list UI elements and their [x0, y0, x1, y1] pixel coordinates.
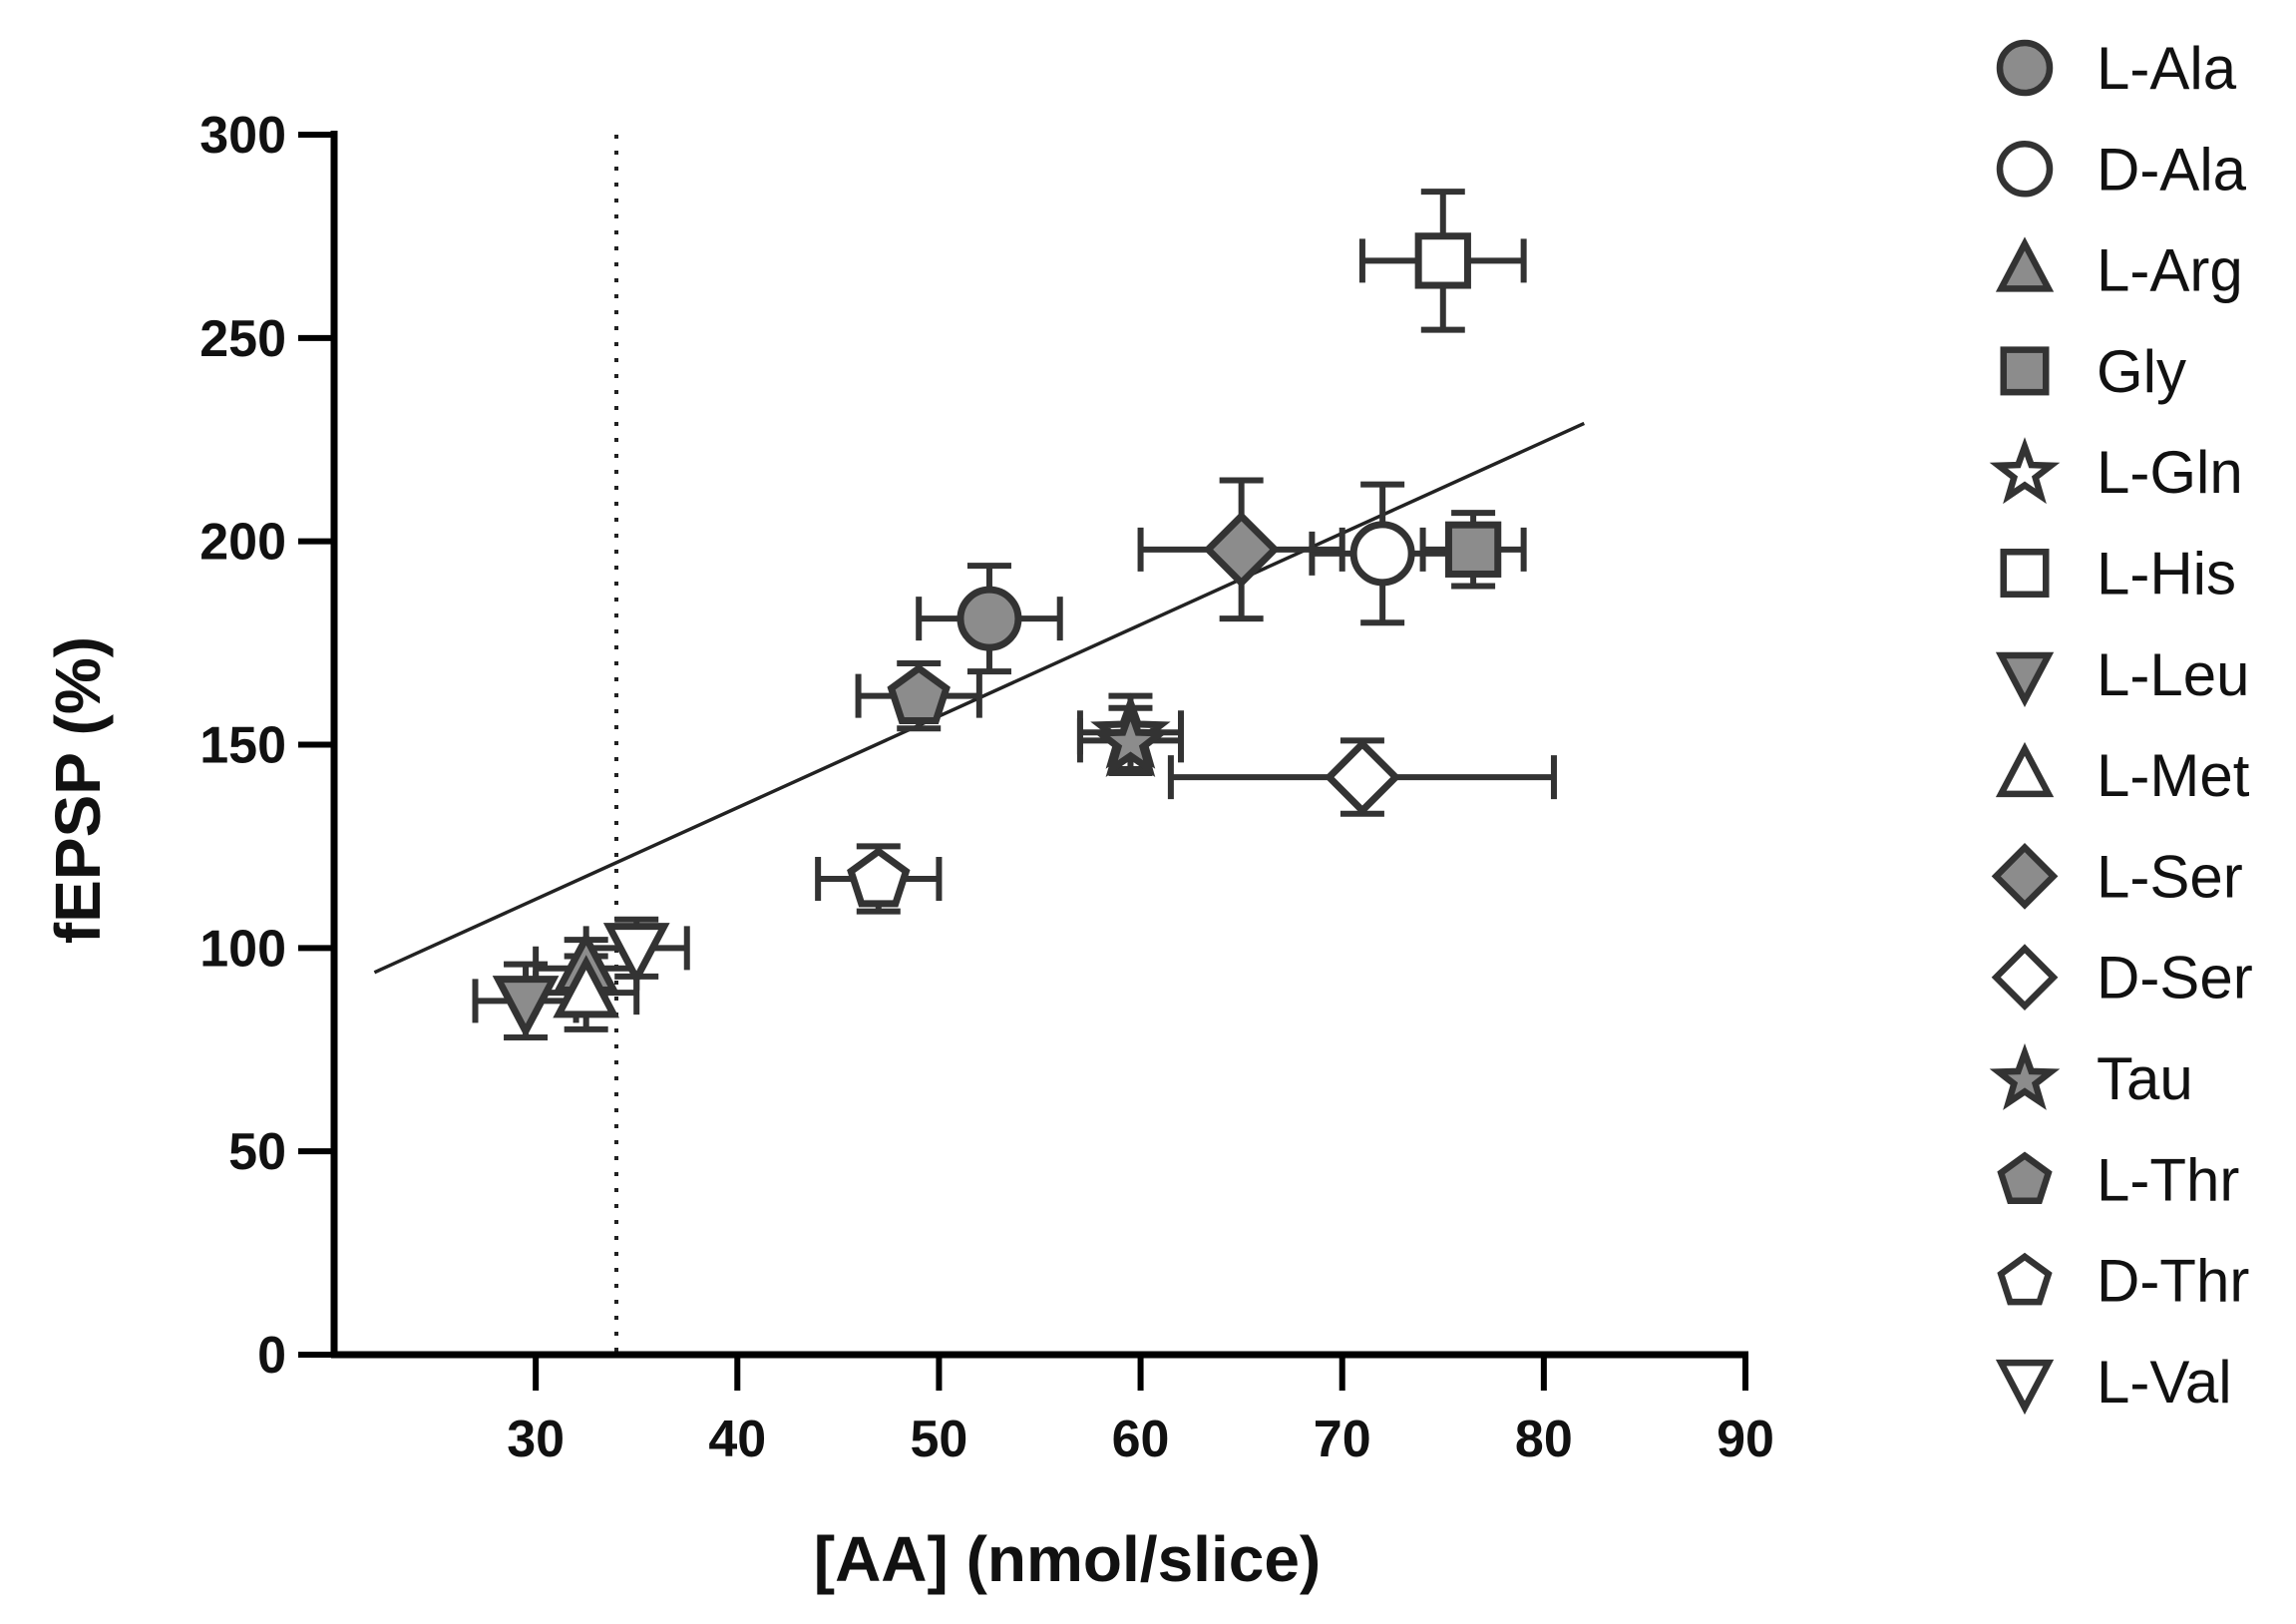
- x-axis-title: [AA] (nmol/slice): [814, 1523, 1321, 1595]
- y-tick-label: 250: [199, 310, 286, 368]
- legend-item-l-arg: L-Arg: [1995, 236, 2243, 304]
- legend-item-l-gln: L-Gln: [1989, 437, 2243, 506]
- errorbar-l-ala: [916, 563, 1063, 675]
- legend-item-d-ala: D-Ala: [1996, 136, 2247, 203]
- legend-marker-l-gln: [1989, 437, 2061, 505]
- legend-label: L-Met: [2097, 742, 2250, 809]
- legend-item-l-thr: L-Thr: [1997, 1146, 2239, 1213]
- point-l-thr: [887, 663, 951, 724]
- legend-item-l-ser: L-Ser: [1991, 842, 2243, 910]
- point-d-ala: [1349, 521, 1415, 587]
- legend-marker-l-leu: [1995, 651, 2055, 707]
- legend-item-l-ala: L-Ala: [1996, 35, 2237, 102]
- x-tick-label: 30: [507, 1411, 565, 1468]
- point-d-ser: [1324, 738, 1401, 816]
- point-gly: [1444, 521, 1502, 578]
- x-tick-label: 60: [1112, 1411, 1170, 1468]
- legend-label: L-His: [2097, 541, 2236, 608]
- y-tick-label: 100: [199, 920, 286, 978]
- legend-marker-l-arg: [1995, 236, 2055, 292]
- legend-item-tau: Tau: [1989, 1042, 2193, 1112]
- point-tau: [1090, 700, 1171, 777]
- y-tick-label: 300: [199, 107, 286, 165]
- legend-marker-l-met: [1995, 741, 2055, 798]
- legend-label: D-Thr: [2097, 1248, 2249, 1315]
- point-l-his: [1414, 232, 1471, 289]
- legend-marker-l-ala: [1996, 39, 2054, 97]
- legend-label: L-Val: [2097, 1349, 2232, 1416]
- x-tick-label: 50: [911, 1411, 968, 1468]
- legend-label: L-Gln: [2097, 439, 2243, 506]
- legend-marker-l-val: [1995, 1359, 2055, 1416]
- legend-label: L-Ala: [2097, 35, 2237, 102]
- legend-marker-tau: [1989, 1042, 2061, 1110]
- legend-marker-l-thr: [1997, 1151, 2053, 1205]
- legend-item-d-thr: D-Thr: [1997, 1248, 2249, 1315]
- legend-marker-d-ser: [1991, 944, 2059, 1011]
- legend-label: L-Ser: [2097, 843, 2243, 910]
- legend-item-l-his: L-His: [2000, 541, 2236, 608]
- legend-marker-l-ser: [1991, 842, 2059, 910]
- x-tick-label: 40: [708, 1411, 766, 1468]
- point-l-leu: [492, 976, 560, 1039]
- point-d-thr: [847, 847, 911, 908]
- x-tick-label: 90: [1717, 1411, 1774, 1468]
- x-tick-label: 80: [1515, 1411, 1573, 1468]
- legend-marker-gly: [2000, 346, 2050, 396]
- y-tick-label: 150: [199, 717, 286, 775]
- y-axis-title: fEPSP (%): [42, 636, 114, 944]
- legend-label: L-Leu: [2097, 641, 2249, 708]
- y-tick-label: 0: [257, 1327, 286, 1385]
- legend-label: Tau: [2097, 1045, 2193, 1112]
- y-tick-label: 50: [228, 1123, 286, 1181]
- legend-item-d-ser: D-Ser: [1991, 944, 2253, 1012]
- legend-label: L-Arg: [2097, 237, 2243, 304]
- legend-item-gly: Gly: [2000, 338, 2186, 405]
- legend-item-l-val: L-Val: [1995, 1349, 2232, 1416]
- point-l-ser: [1203, 511, 1280, 589]
- x-tick-label: 70: [1314, 1411, 1371, 1468]
- legend-label: L-Thr: [2097, 1146, 2239, 1213]
- y-tick-label: 200: [199, 514, 286, 572]
- legend: L-Ala D-Ala L-Arg Gly L-Gln L-His L-Leu L-Met L-…: [1989, 35, 2253, 1416]
- legend-item-l-leu: L-Leu: [1995, 641, 2249, 708]
- legend-marker-d-thr: [1997, 1252, 2053, 1306]
- legend-item-l-met: L-Met: [1995, 741, 2250, 809]
- legend-marker-l-his: [2000, 549, 2050, 598]
- legend-label: D-Ala: [2097, 136, 2247, 203]
- legend-label: D-Ser: [2097, 945, 2253, 1012]
- point-l-met: [553, 955, 619, 1018]
- legend-label: Gly: [2097, 338, 2186, 405]
- legend-marker-d-ala: [1996, 141, 2054, 198]
- plot-area: 0 50 100 150 200 250 300 30 40 50 60 70 80 90: [199, 107, 1774, 1468]
- point-l-val: [602, 923, 670, 987]
- point-l-ala: [957, 586, 1022, 651]
